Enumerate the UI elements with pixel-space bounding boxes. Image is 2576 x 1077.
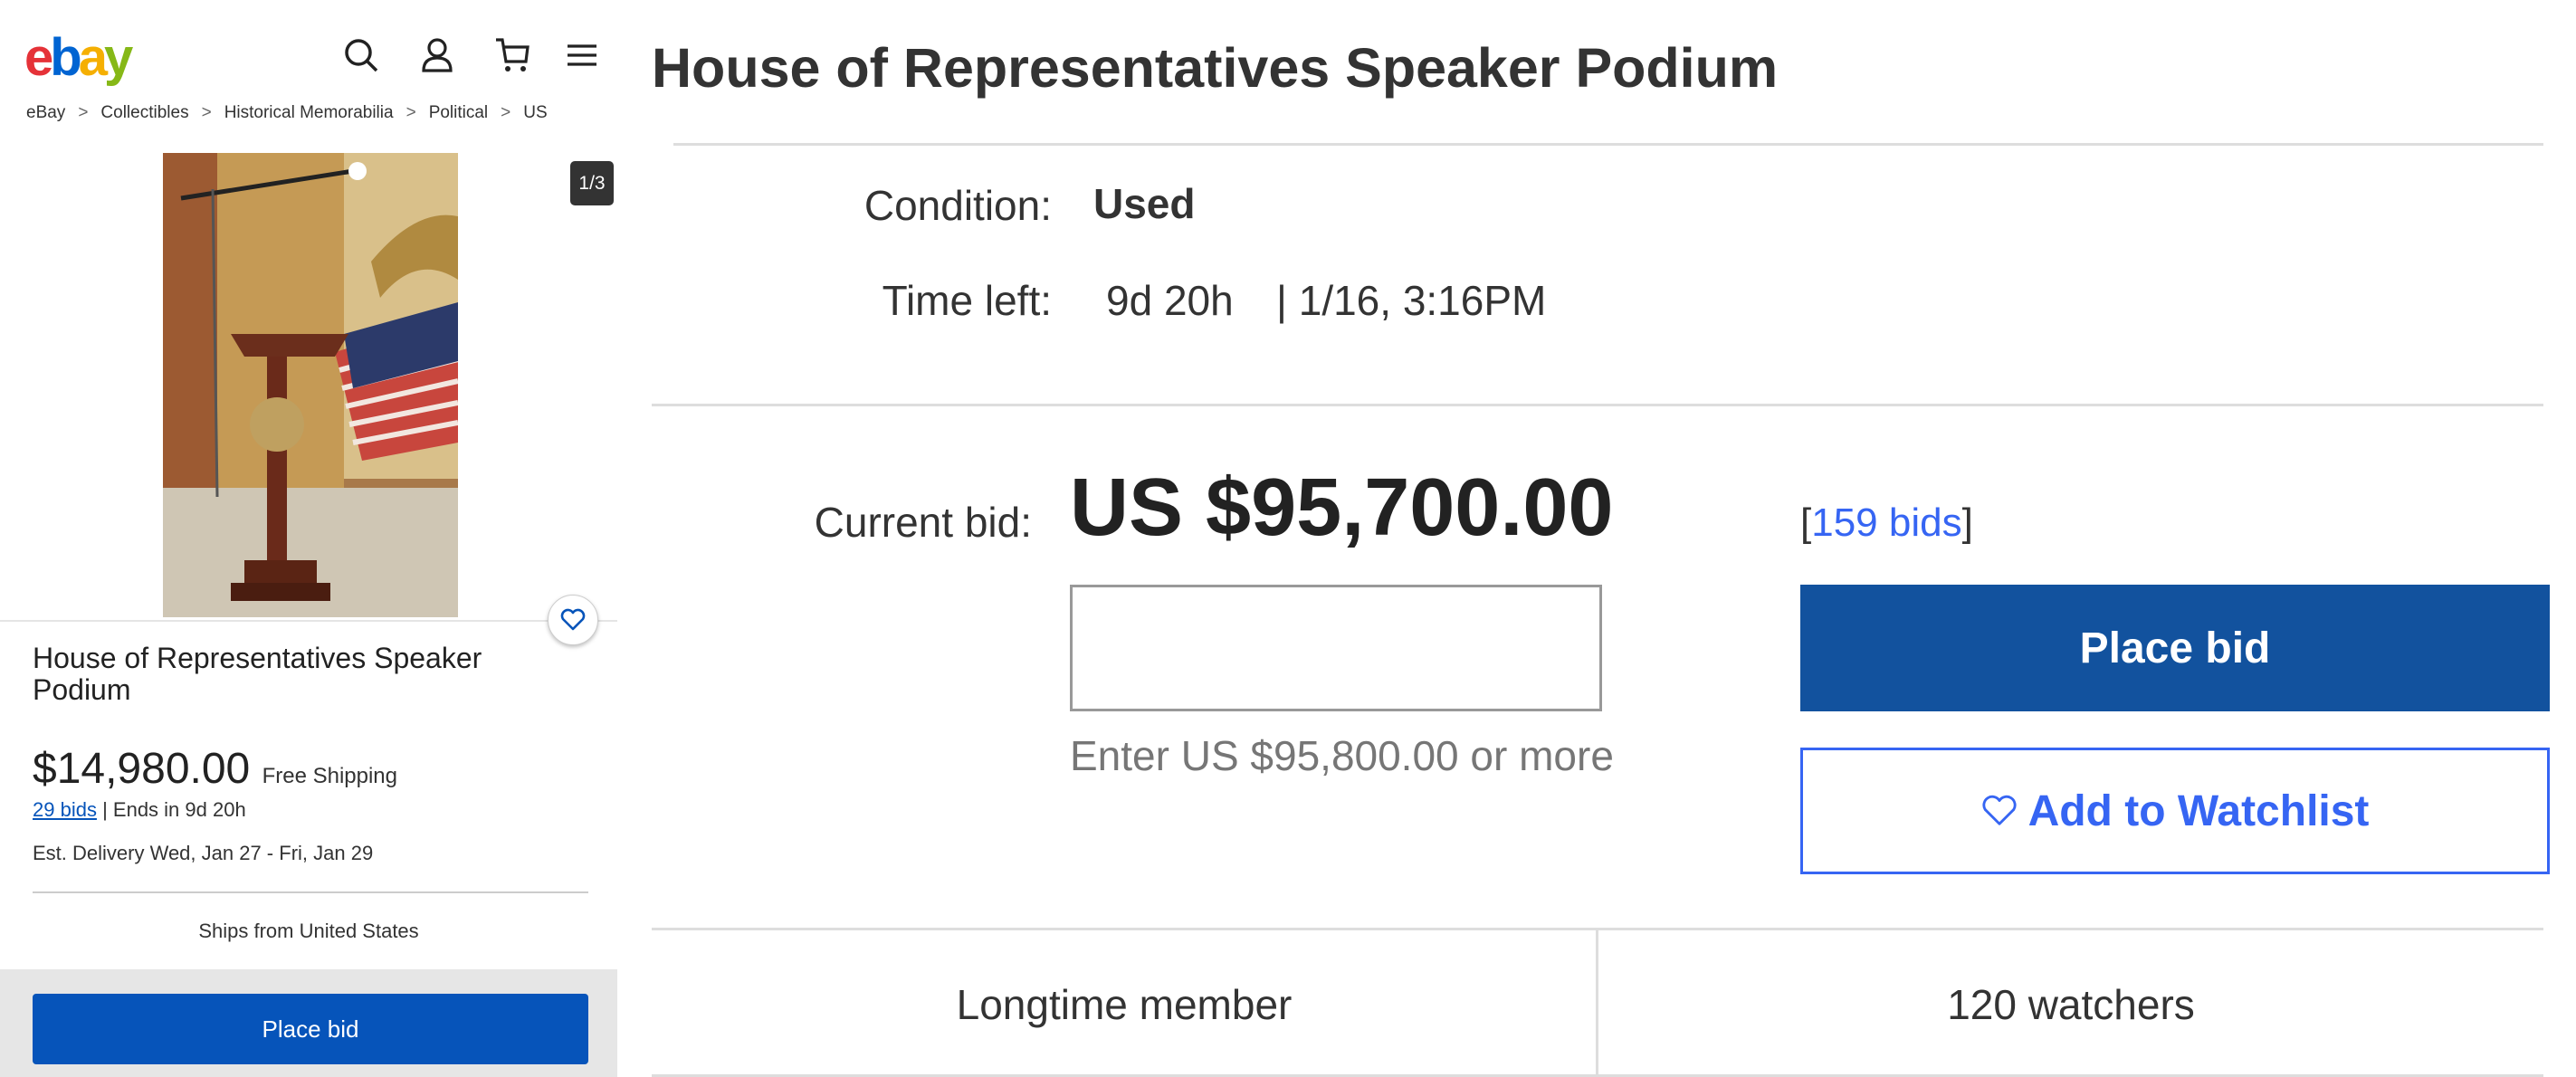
time-left-value: 9d 20h (1106, 277, 1234, 324)
condition-label: Condition: (863, 182, 1052, 229)
current-bid-label: Current bid: (814, 499, 1032, 546)
ends-in: | Ends in 9d 20h (102, 798, 246, 821)
image-counter: 1/3 (570, 161, 614, 205)
price-value: $14,980.00 (33, 745, 251, 793)
mobile-place-bid-button[interactable]: Place bid (33, 994, 588, 1064)
breadcrumb-item[interactable]: eBay (26, 103, 66, 122)
place-bid-button[interactable]: Place bid (1800, 585, 2550, 711)
heart-icon (1981, 795, 2017, 825)
chevron-right-icon: > (501, 103, 511, 122)
breadcrumb-item[interactable]: Political (428, 103, 489, 122)
condition-value: Used (1093, 180, 1196, 227)
user-icon[interactable] (416, 34, 458, 76)
divider (33, 891, 588, 893)
chevron-right-icon: > (405, 103, 416, 122)
product-photo[interactable] (163, 153, 458, 617)
chevron-right-icon: > (201, 103, 212, 122)
bid-count-link[interactable]: 159 bids (1811, 500, 1962, 545)
divider (652, 404, 2543, 406)
divider (652, 928, 2543, 930)
search-icon[interactable] (340, 34, 382, 76)
menu-icon[interactable] (561, 34, 603, 76)
breadcrumb-item[interactable]: Historical Memorabilia (224, 103, 394, 122)
time-left-label: Time left: (882, 277, 1052, 324)
breadcrumb-item[interactable]: Collectibles (100, 103, 189, 122)
seller-badge: Longtime member (956, 981, 1293, 1028)
listing-title: House of Representatives Speaker Podium (33, 642, 482, 706)
listing-price: $14,980.00 Free Shipping (33, 744, 397, 794)
bracket-open: [ (1800, 500, 1812, 545)
estimated-delivery: Est. Delivery Wed, Jan 27 - Fri, Jan 29 (33, 842, 374, 864)
watch-heart-button[interactable] (548, 595, 598, 645)
page-title: House of Representatives Speaker Podium (652, 37, 1779, 99)
current-bid-price: US $95,700.00 (1070, 462, 1614, 553)
bid-amount-input[interactable] (1070, 585, 1602, 711)
ebay-logo[interactable]: ebay (24, 28, 133, 87)
shipping-label: Free Shipping (262, 764, 398, 788)
divider (673, 143, 2543, 146)
breadcrumb: eBay > Collectibles > Historical Memorabil… (26, 103, 548, 123)
breadcrumb-item[interactable]: US (523, 103, 548, 122)
mobile-listing-panel: ebay eBay > Collectibles > Historical Memo… (0, 0, 617, 1077)
divider (1596, 930, 1598, 1077)
heart-icon (560, 608, 586, 631)
watchlist-label: Add to Watchlist (2027, 786, 2370, 835)
add-to-watchlist-button[interactable]: Add to Watchlist (1800, 748, 2550, 874)
ships-from: Ships from United States (198, 920, 419, 942)
end-time: | 1/16, 3:16PM (1276, 277, 1547, 324)
bracket-close: ] (1961, 500, 1973, 545)
chevron-right-icon: > (78, 103, 89, 122)
bids-link[interactable]: 29 bids (33, 798, 97, 821)
divider (652, 1074, 2543, 1077)
bid-hint: Enter US $95,800.00 or more (1070, 732, 1614, 779)
bids-info: 29 bids | Ends in 9d 20h (33, 798, 246, 822)
cart-icon[interactable] (491, 34, 533, 76)
bid-count: [159 bids] (1800, 500, 1973, 546)
divider (0, 620, 617, 622)
watchers-count: 120 watchers (1947, 981, 2195, 1028)
